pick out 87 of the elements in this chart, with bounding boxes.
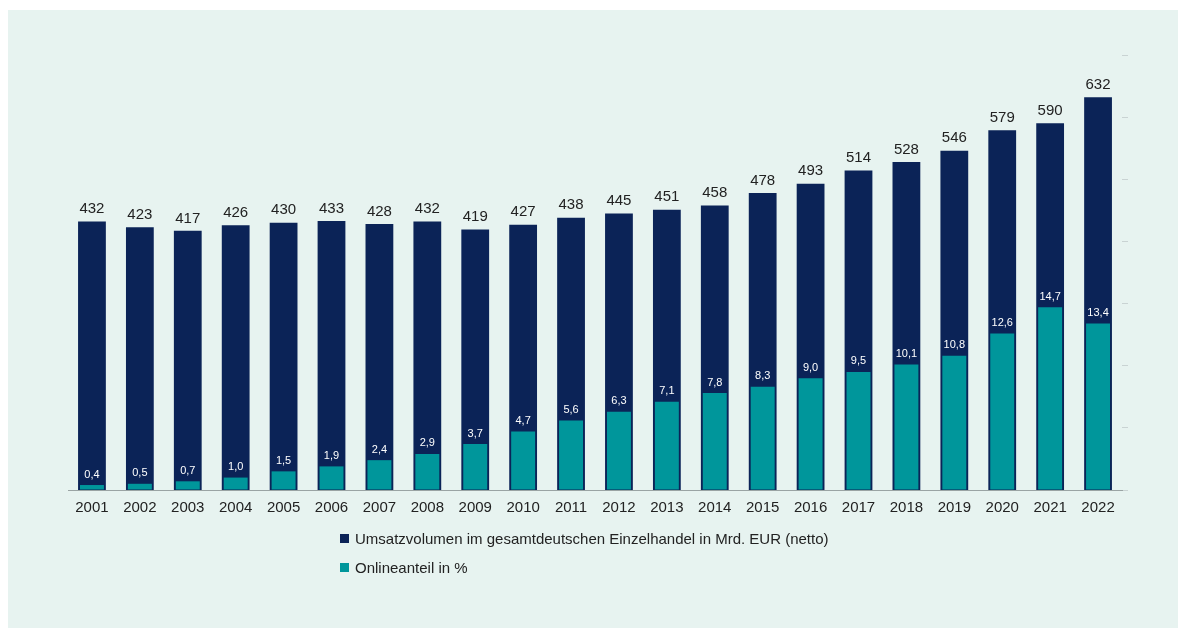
data-label: 14,7: [1039, 289, 1061, 302]
x-tick-label: 2008: [410, 498, 445, 516]
bar: [223, 477, 248, 490]
bar: [271, 471, 296, 490]
data-label: 445: [606, 191, 632, 209]
bar: [173, 230, 202, 490]
data-label: 1,0: [228, 460, 244, 473]
x-tick-label: 2020: [985, 498, 1019, 516]
legend-label: Umsatzvolumen im gesamtdeutschen Einzelhandel in Mrd. EUR (netto): [355, 530, 829, 547]
data-label: 632: [1085, 74, 1111, 92]
x-tick-label: 2004: [218, 498, 253, 516]
x-tick-label: 2014: [698, 498, 732, 516]
x-tick-label: 2022: [1081, 498, 1115, 516]
data-label: 590: [1037, 101, 1063, 118]
data-label: 8,3: [755, 369, 771, 382]
x-tick-label: 2005: [266, 498, 301, 516]
bar: [125, 227, 154, 490]
x-tick-label: 2012: [602, 498, 636, 516]
data-label: 417: [175, 208, 201, 226]
data-label: 6,3: [611, 394, 627, 407]
bar: [463, 444, 488, 490]
data-label: 4,7: [515, 414, 531, 427]
legend-label: Onlineanteil in %: [355, 559, 468, 576]
x-tick-label: 2015: [745, 498, 780, 516]
x-tick-label: 2017: [841, 498, 876, 516]
data-label: 2,4: [371, 442, 388, 455]
x-tick-label: 2018: [889, 498, 924, 516]
data-label: 0,4: [84, 467, 100, 480]
data-label: 0,5: [132, 466, 148, 479]
x-tick-label: 2013: [650, 498, 684, 516]
data-label: 426: [223, 202, 249, 220]
x-tick-label: 2006: [314, 498, 349, 516]
data-label: 419: [462, 207, 488, 225]
data-label: 579: [989, 107, 1015, 125]
data-label: 13,4: [1087, 305, 1109, 318]
bar: [175, 481, 200, 490]
bar: [221, 225, 250, 490]
data-label: 458: [702, 183, 728, 201]
bar: [415, 453, 440, 490]
bar: [79, 485, 104, 490]
data-label: 478: [750, 170, 776, 188]
data-label: 433: [318, 198, 345, 216]
data-label: 2,9: [419, 436, 435, 449]
data-label: 1,5: [275, 453, 292, 466]
data-label: 438: [558, 195, 584, 213]
bar: [78, 221, 106, 490]
bar: [606, 411, 631, 490]
data-label: 12,6: [991, 315, 1013, 328]
data-label: 1,9: [323, 448, 340, 461]
data-label: 0,7: [180, 463, 196, 476]
x-tick-label: 2009: [458, 498, 492, 516]
data-label: 10,1: [895, 347, 918, 359]
data-label: 7,8: [707, 375, 723, 388]
data-label: 432: [414, 199, 440, 217]
data-label: 9,0: [802, 360, 819, 373]
x-tick-label: 2019: [937, 498, 972, 516]
data-label: 427: [510, 202, 536, 220]
x-tick-label: 2002: [123, 498, 157, 516]
data-label: 430: [271, 200, 297, 218]
data-label: 528: [893, 139, 919, 157]
bar: [559, 420, 584, 490]
bar: [319, 466, 344, 490]
bar: [269, 222, 298, 490]
x-tick-label: 2007: [362, 498, 397, 516]
data-label: 428: [366, 201, 392, 219]
bar: [654, 401, 679, 490]
x-tick-label: 2021: [1033, 498, 1067, 516]
data-label: 10,8: [943, 338, 966, 351]
data-label: 493: [798, 161, 824, 179]
data-label: 5,6: [563, 402, 579, 415]
data-label: 7,1: [659, 384, 675, 397]
x-tick-label: 2011: [554, 498, 588, 516]
x-tick-label: 2016: [793, 498, 828, 516]
data-label: 9,5: [850, 354, 867, 367]
bar: [127, 483, 152, 490]
data-label: 546: [941, 128, 967, 146]
x-tick-label: 2003: [171, 498, 205, 516]
data-label: 514: [845, 148, 872, 166]
x-tick-label: 2010: [506, 498, 540, 516]
bar: [317, 220, 346, 490]
bar: [511, 431, 536, 490]
data-label: 432: [79, 199, 105, 217]
data-label: 451: [654, 187, 680, 205]
x-tick-label: 2001: [75, 498, 109, 516]
data-label: 423: [127, 204, 153, 222]
data-label: 3,7: [467, 426, 483, 439]
bar: [367, 460, 392, 490]
